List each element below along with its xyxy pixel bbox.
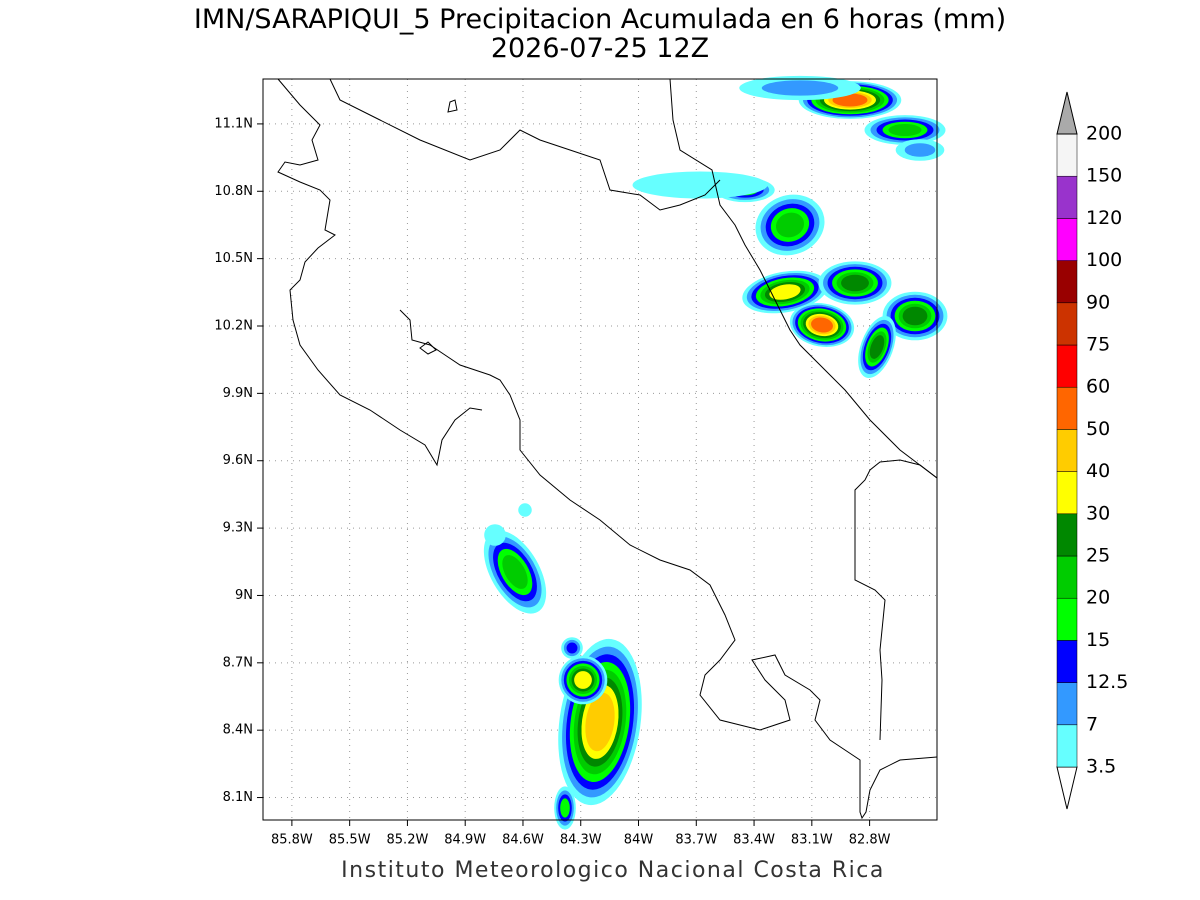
precip-area	[560, 798, 570, 818]
precip-area	[811, 317, 833, 333]
precip-area	[904, 143, 936, 157]
colorbar-label: 20	[1086, 587, 1110, 609]
x-tick-label: 85.8W	[271, 833, 313, 848]
colorbar-segment	[1056, 218, 1078, 261]
colorbar-label: 120	[1086, 207, 1122, 229]
border	[854, 459, 938, 741]
coastline	[277, 78, 483, 467]
colorbar-label: 200	[1086, 123, 1122, 145]
title: IMN/SARAPIQUI_5 Precipitacion Acumulada …	[194, 4, 1006, 35]
colorbar-segment	[1056, 344, 1078, 388]
colorbar-segment	[1056, 386, 1078, 430]
precip-area	[902, 306, 928, 326]
coastlines	[277, 78, 938, 820]
precip-area	[566, 642, 578, 654]
colorbar-segment	[1056, 175, 1078, 219]
y-tick-label: 9.9N	[223, 386, 253, 401]
precip-area	[574, 671, 592, 689]
precip-area	[761, 80, 839, 96]
coastline	[669, 78, 938, 479]
colorbar-segment	[1056, 429, 1078, 472]
footer: Instituto Meteorologico Nacional Costa R…	[341, 858, 885, 883]
colorbar-segment	[1056, 471, 1078, 515]
colorbar-label: 30	[1086, 502, 1110, 524]
precipitation	[483, 75, 948, 830]
y-tick-label: 8.4N	[223, 723, 253, 738]
x-tick-label: 84W	[624, 833, 654, 848]
y-tick-label: 10.5N	[214, 251, 253, 266]
colorbar-label: 150	[1086, 165, 1122, 187]
colorbar-label: 100	[1086, 249, 1122, 271]
precip-area	[841, 274, 869, 292]
colorbar-segment	[1056, 302, 1078, 346]
precip-area	[484, 524, 506, 546]
colorbar-segment	[1056, 133, 1078, 177]
x-tick-label: 83.1W	[791, 833, 833, 848]
island	[447, 99, 458, 113]
coastline	[399, 309, 938, 820]
colorbar-label: 90	[1086, 291, 1110, 313]
colorbar-label: 40	[1086, 460, 1110, 482]
colorbar-segment	[1056, 513, 1078, 557]
precip-area	[518, 503, 532, 517]
colorbar-label: 7	[1086, 713, 1098, 735]
y-tick-label: 9.3N	[223, 521, 253, 536]
colorbar-label: 60	[1086, 376, 1110, 398]
y-tick-label: 9N	[235, 588, 253, 603]
colorbar-label: 75	[1086, 334, 1110, 356]
colorbar-segment	[1056, 724, 1078, 768]
colorbar-label: 15	[1086, 629, 1110, 651]
colorbar-segment	[1056, 682, 1078, 726]
colorbar-segment	[1056, 640, 1078, 683]
x-tick-label: 85.5W	[329, 833, 371, 848]
precip-area	[775, 212, 805, 238]
border	[329, 78, 721, 211]
colorbar: 3.5 7 12.5 15 20 25 30 40 50 60 75 90 100 120 150 200	[1056, 91, 1128, 810]
colorbar-segment	[1056, 597, 1078, 641]
x-tick-label: 84.9W	[444, 833, 486, 848]
colorbar-over	[1056, 91, 1078, 135]
x-tick-label: 84.6W	[502, 833, 544, 848]
colorbar-label: 50	[1086, 418, 1110, 440]
colorbar-label: 3.5	[1086, 756, 1116, 778]
y-tick-label: 10.8N	[214, 184, 253, 199]
precip-area	[888, 123, 922, 137]
colorbar-segment	[1056, 555, 1078, 599]
precip-area	[585, 692, 615, 752]
x-tick-label: 83.4W	[733, 833, 775, 848]
island	[419, 341, 437, 355]
y-tick-label: 10.2N	[214, 319, 253, 334]
subtitle: 2026-07-25 12Z	[491, 33, 709, 64]
colorbar-label: 25	[1086, 545, 1110, 567]
y-tick-label: 8.1N	[223, 790, 253, 805]
precip-area	[869, 335, 885, 359]
precip-area	[502, 555, 528, 589]
colorbar-under	[1056, 766, 1078, 810]
precip-area	[769, 284, 801, 300]
x-tick-label: 84.3W	[560, 833, 602, 848]
y-tick-label: 11.1N	[214, 116, 253, 131]
y-tick-label: 8.7N	[223, 655, 253, 670]
precip-area	[632, 171, 768, 199]
y-tick-label: 9.6N	[223, 453, 253, 468]
colorbar-label: 12.5	[1086, 671, 1128, 693]
colorbar-segment	[1056, 260, 1078, 304]
x-tick-label: 83.7W	[675, 833, 717, 848]
map-frame	[262, 78, 938, 821]
x-tick-label: 85.2W	[387, 833, 429, 848]
x-tick-label: 82.8W	[849, 833, 891, 848]
